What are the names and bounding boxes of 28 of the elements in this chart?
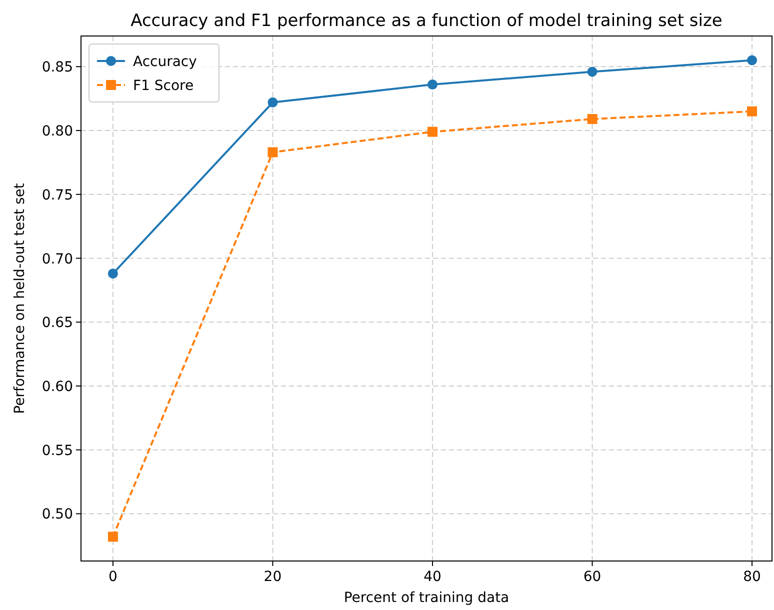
chart-title: Accuracy and F1 performance as a function of model training set size: [130, 11, 722, 31]
y-tick-label: 0.60: [42, 379, 73, 395]
point: [747, 55, 758, 66]
y-axis-title: Performance on held-out test set: [12, 182, 28, 414]
x-tick-label: 40: [424, 569, 442, 585]
point: [587, 114, 598, 124]
legend-label: Accuracy: [133, 54, 197, 70]
y-tick-label: 0.65: [42, 315, 73, 332]
y-tick-label: 0.70: [42, 251, 73, 268]
point: [427, 80, 438, 90]
point: [108, 268, 118, 279]
point: [268, 147, 278, 158]
point: [427, 126, 438, 137]
point: [268, 97, 278, 108]
point: [587, 66, 598, 77]
y-tick-label: 0.50: [42, 506, 73, 523]
x-tick-label: 60: [583, 569, 602, 585]
x-tick-label: 80: [743, 569, 761, 585]
x-tick-label: 0: [108, 569, 118, 585]
point: [108, 532, 118, 542]
x-axis-title: Percent of training data: [344, 590, 510, 606]
y-tick-label: 0.80: [42, 124, 73, 140]
legend-label: F1 Score: [133, 78, 194, 94]
y-tick-label: 0.85: [42, 60, 73, 76]
y-tick-label: 0.55: [42, 442, 73, 459]
x-tick-label: 20: [264, 569, 282, 585]
point: [747, 106, 758, 116]
y-tick-label: 0.75: [42, 187, 73, 204]
